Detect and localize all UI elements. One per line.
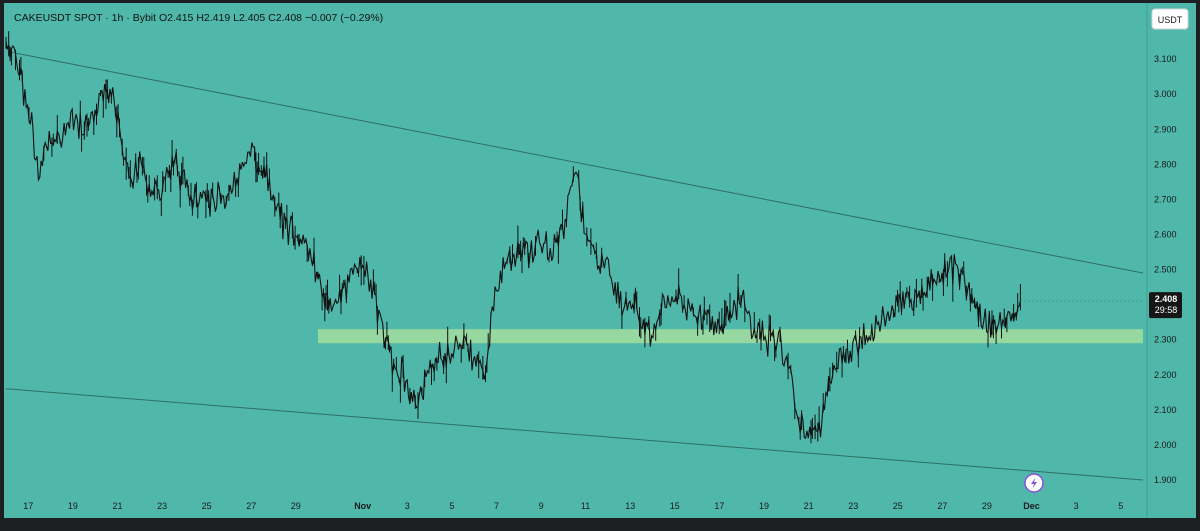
time-tick-label: Dec xyxy=(1023,501,1040,511)
time-tick-label: 15 xyxy=(670,501,680,511)
price-tick-label: 3.100 xyxy=(1154,54,1177,64)
time-tick-label: Nov xyxy=(354,501,371,511)
exchange: Bybit xyxy=(133,12,156,24)
price-tick-label: 2.500 xyxy=(1154,265,1177,275)
bar-countdown: 29:58 xyxy=(1155,305,1178,315)
time-axis-ticks: 17 19 21 23 25 27 29 Nov 3 5 7 9 11 13 15 17 19 21 23 25 27 2… xyxy=(23,501,1123,511)
time-tick-label: 19 xyxy=(759,501,769,511)
time-tick-label: 19 xyxy=(68,501,78,511)
time-tick-label: 27 xyxy=(937,501,947,511)
symbol-name[interactable]: CAKEUSDT SPOT xyxy=(14,12,103,24)
price-tick-label: 1.900 xyxy=(1154,475,1177,485)
time-tick-label: 27 xyxy=(246,501,256,511)
low-value: L2.405 xyxy=(233,12,265,24)
time-tick-label: 23 xyxy=(848,501,858,511)
time-axis[interactable] xyxy=(4,494,1196,518)
time-tick-label: 17 xyxy=(23,501,33,511)
support-zone[interactable] xyxy=(318,329,1143,344)
time-tick-label: 23 xyxy=(157,501,167,511)
time-tick-label: 5 xyxy=(449,501,454,511)
time-tick-label: 5 xyxy=(1118,501,1123,511)
time-tick-label: 3 xyxy=(1074,501,1079,511)
last-price-tag: 2.408 29:58 xyxy=(1149,292,1182,319)
price-axis[interactable] xyxy=(1147,3,1196,494)
time-tick-label: 29 xyxy=(982,501,992,511)
time-tick-label: 25 xyxy=(893,501,903,511)
price-tick-label: 2.100 xyxy=(1154,405,1177,415)
open-value: O2.415 xyxy=(159,12,194,24)
support-zone-layer xyxy=(318,329,1143,344)
price-tick-label: 2.000 xyxy=(1154,440,1177,450)
price-tick-label: 3.000 xyxy=(1154,89,1177,99)
time-tick-label: 3 xyxy=(405,501,410,511)
trendline-layer xyxy=(5,51,1144,481)
lightning-icon[interactable] xyxy=(1024,473,1044,493)
time-tick-label: 11 xyxy=(581,501,590,511)
price-tick-label: 2.700 xyxy=(1154,194,1177,204)
trendline-1[interactable] xyxy=(10,51,1144,274)
time-tick-label: 9 xyxy=(539,501,544,511)
time-tick-label: 7 xyxy=(494,501,499,511)
price-tick-label: 2.200 xyxy=(1154,370,1177,380)
time-tick-label: 29 xyxy=(291,501,301,511)
legend-line: CAKEUSDT SPOT · 1h · Bybit O2.415 H2.419… xyxy=(14,12,383,24)
time-tick-label: 21 xyxy=(804,501,814,511)
currency-button-label: USDT xyxy=(1158,15,1183,25)
change-value: −0.007 (−0.29%) xyxy=(305,12,383,24)
time-tick-label: 21 xyxy=(112,501,122,511)
currency-button[interactable]: USDT xyxy=(1151,8,1189,30)
price-tick-label: 2.900 xyxy=(1154,124,1177,134)
candle-layer xyxy=(5,31,1143,444)
high-value: H2.419 xyxy=(196,12,230,24)
interval[interactable]: 1h xyxy=(112,12,124,24)
time-tick-label: 13 xyxy=(625,501,635,511)
price-series[interactable] xyxy=(5,40,1021,440)
price-tick-label: 2.800 xyxy=(1154,159,1177,169)
trendline-2[interactable] xyxy=(5,388,1144,481)
time-tick-label: 17 xyxy=(714,501,724,511)
price-tick-label: 2.300 xyxy=(1154,335,1177,345)
plot-area[interactable] xyxy=(4,3,1147,494)
price-tick-label: 2.600 xyxy=(1154,230,1177,240)
close-value: C2.408 xyxy=(268,12,302,24)
time-tick-label: 25 xyxy=(202,501,212,511)
last-price-value: 2.408 xyxy=(1155,294,1178,304)
